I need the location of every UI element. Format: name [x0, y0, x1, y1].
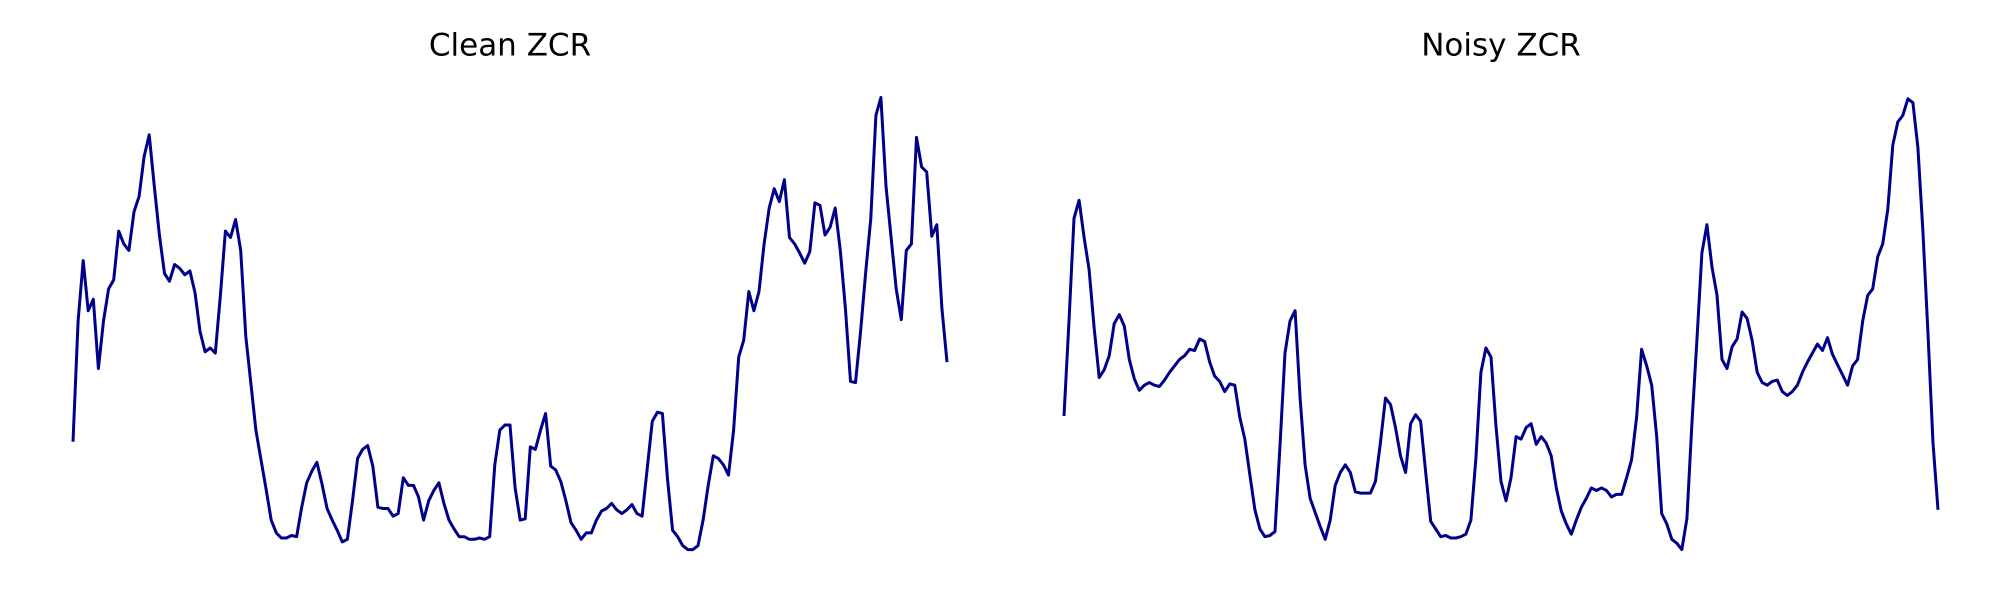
chart-title: Noisy ZCR: [1421, 28, 1581, 64]
chart-title: Clean ZCR: [429, 28, 591, 64]
zcr-line: [71, 96, 949, 552]
zcr-line: [1062, 97, 1940, 552]
